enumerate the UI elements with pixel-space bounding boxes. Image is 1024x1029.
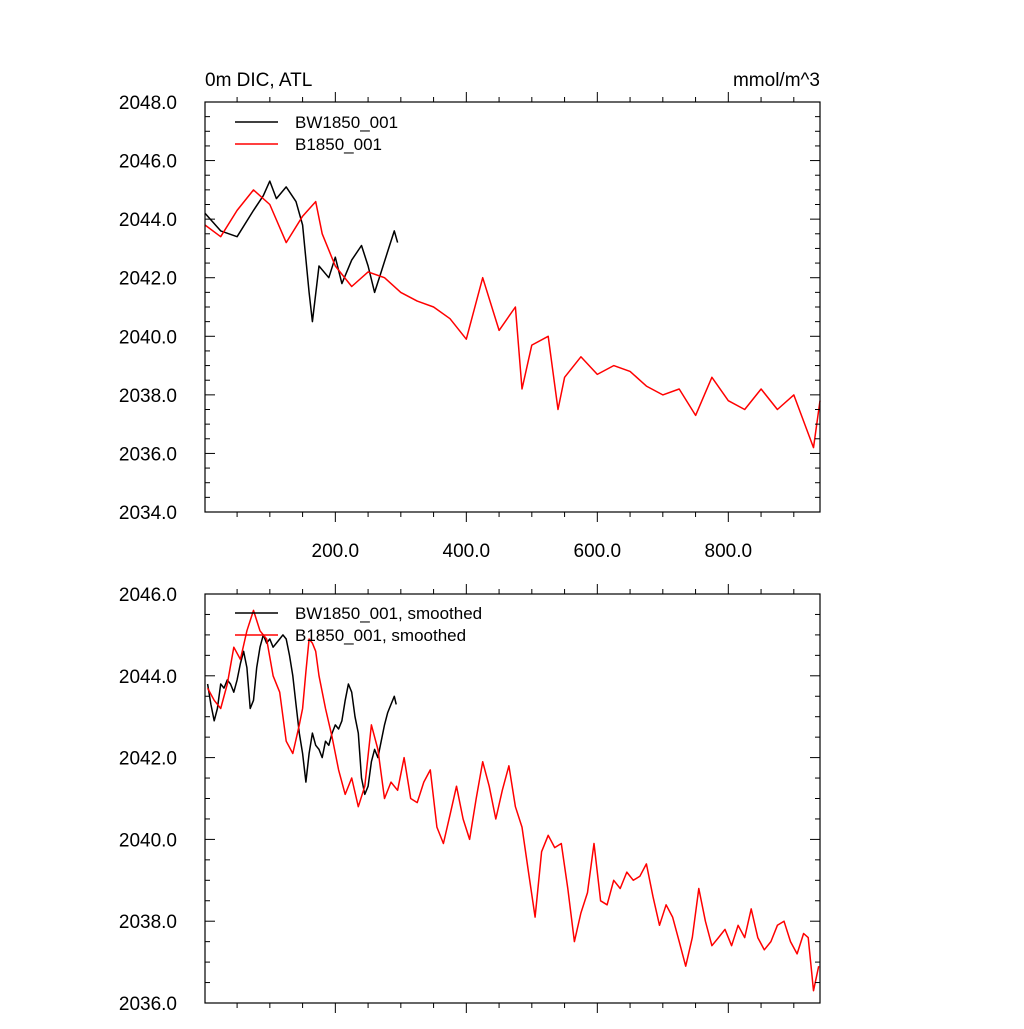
y-tick-label: 2036.0 (119, 444, 177, 465)
y-tick-label: 2040.0 (119, 327, 177, 348)
top-panel-marks: 2034.0 2036.0 2038.0 2040.0 2042.0 2044.0 2046… (119, 92, 821, 562)
y-tick-label: 2034.0 (119, 503, 177, 524)
y-tick-label: 2046.0 (119, 585, 177, 606)
bottom-panel-marks: 2036.0 2038.0 2040.0 2042.0 2044.0 2046.0 BW18… (119, 584, 821, 1015)
y-tick-label: 2038.0 (119, 386, 177, 407)
x-tick-label: 400.0 (443, 541, 491, 562)
y-tick-label: 2040.0 (119, 830, 177, 851)
y-tick-label: 2038.0 (119, 912, 177, 933)
top-panel: 0m DIC, ATL mmol/m^3 2034.02036.02038.02… (119, 70, 821, 562)
units-label: mmol/m^3 (733, 70, 820, 91)
y-tick-label: 2048.0 (119, 93, 177, 114)
plot-frame (204, 593, 821, 1004)
series-line-2 (204, 189, 821, 449)
legend-label: BW1850_001 (295, 113, 398, 132)
y-tick-label: 2046.0 (119, 152, 177, 173)
legend-label: B1850_001, smoothed (295, 626, 466, 645)
y-tick-label: 2044.0 (119, 210, 177, 231)
y-tick-label: 2036.0 (119, 994, 177, 1015)
legend-label: BW1850_001, smoothed (295, 604, 482, 623)
chart-title: 0m DIC, ATL (205, 70, 312, 91)
y-tick-label: 2044.0 (119, 667, 177, 688)
x-tick-label: 800.0 (705, 541, 753, 562)
bottom-panel: 2036.0 2038.0 2040.0 2042.0 2044.0 2046.0 BW18… (119, 584, 821, 1015)
series-line-1 (204, 180, 399, 323)
x-tick-label: 200.0 (312, 541, 360, 562)
y-tick-label: 2042.0 (119, 749, 177, 770)
series-line-2 (206, 609, 820, 992)
x-tick-label: 600.0 (574, 541, 622, 562)
legend-label: B1850_001 (295, 135, 382, 154)
series-line-1 (206, 634, 397, 796)
y-tick-label: 2042.0 (119, 269, 177, 290)
plot-frame (204, 101, 821, 513)
